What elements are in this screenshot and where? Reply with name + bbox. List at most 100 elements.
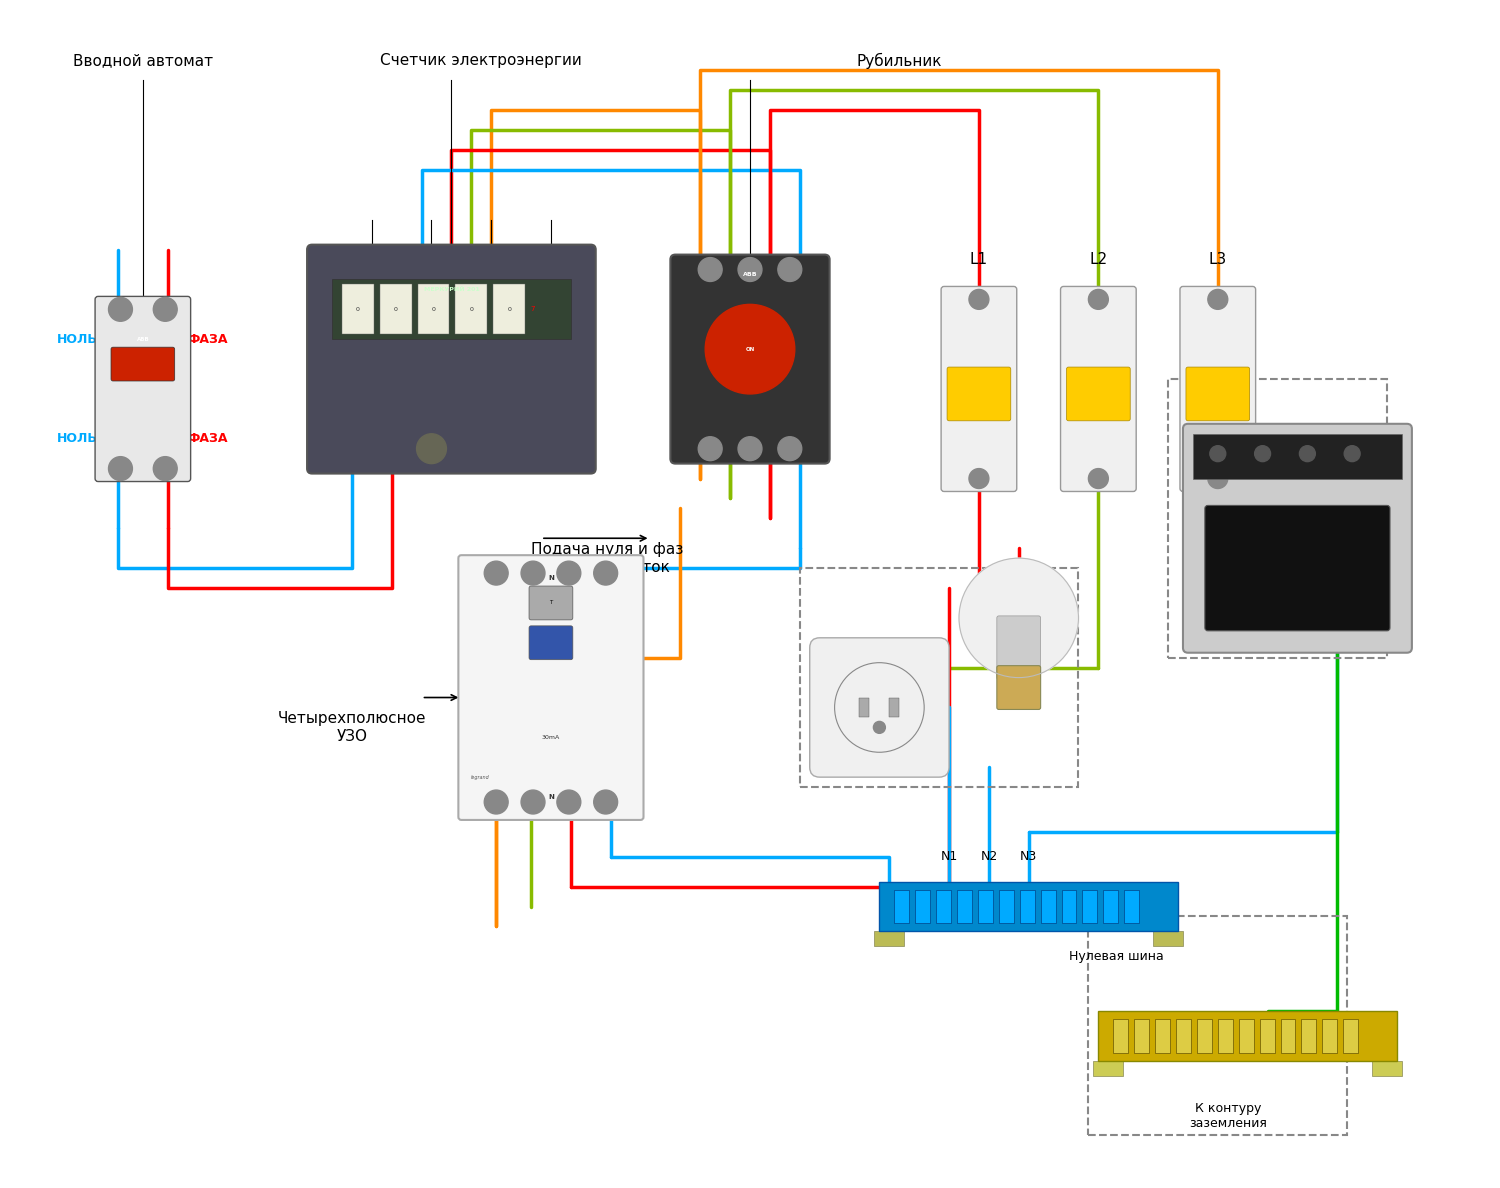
Circle shape: [778, 258, 802, 282]
FancyBboxPatch shape: [1204, 505, 1390, 631]
FancyBboxPatch shape: [530, 586, 573, 620]
FancyBboxPatch shape: [940, 286, 1017, 492]
Text: ABB: ABB: [742, 272, 758, 277]
Bar: [1342, 1019, 1358, 1053]
Circle shape: [417, 434, 447, 463]
Circle shape: [153, 297, 177, 321]
Text: L1: L1: [970, 252, 988, 267]
FancyBboxPatch shape: [308, 245, 596, 474]
Bar: [1104, 890, 1119, 923]
Text: N2: N2: [981, 851, 998, 864]
Bar: [1239, 1019, 1254, 1053]
Circle shape: [108, 297, 132, 321]
Circle shape: [484, 561, 508, 584]
Circle shape: [1208, 468, 1228, 488]
Circle shape: [594, 561, 618, 584]
Text: 0: 0: [356, 307, 360, 311]
FancyBboxPatch shape: [810, 638, 950, 777]
Text: L2: L2: [1089, 252, 1107, 267]
Circle shape: [1299, 446, 1316, 462]
Circle shape: [1089, 468, 1108, 488]
Text: 0: 0: [432, 307, 435, 311]
Circle shape: [556, 561, 580, 584]
Circle shape: [520, 561, 544, 584]
Text: legrand: legrand: [471, 775, 490, 779]
Text: Подача нуля и фаз
в главный щиток: Подача нуля и фаз в главный щиток: [531, 542, 684, 574]
Bar: [456, 284, 488, 334]
Text: МЕРКУРИЙ 201: МЕРКУРИЙ 201: [423, 286, 480, 292]
Bar: [1197, 1019, 1212, 1053]
Circle shape: [1254, 446, 1270, 462]
Circle shape: [520, 790, 544, 814]
Bar: [894, 890, 909, 923]
FancyBboxPatch shape: [1066, 367, 1130, 421]
Bar: [1094, 1061, 1124, 1076]
Circle shape: [873, 721, 885, 733]
FancyBboxPatch shape: [670, 254, 830, 463]
Text: 30mA: 30mA: [542, 735, 560, 740]
Bar: [1154, 931, 1184, 947]
FancyBboxPatch shape: [94, 296, 190, 481]
Bar: [1218, 1019, 1233, 1053]
Bar: [1134, 1019, 1149, 1053]
Bar: [1176, 1019, 1191, 1053]
Text: Рубильник: Рубильник: [856, 52, 942, 69]
Circle shape: [705, 304, 795, 394]
Circle shape: [1210, 446, 1225, 462]
Text: N3: N3: [1020, 851, 1038, 864]
Text: Вводной автомат: Вводной автомат: [74, 53, 213, 68]
Text: N: N: [548, 575, 554, 581]
Bar: [332, 279, 572, 340]
Bar: [1302, 1019, 1317, 1053]
Bar: [859, 697, 870, 718]
Text: 0: 0: [470, 307, 472, 311]
Text: 7: 7: [530, 307, 534, 312]
Text: 0: 0: [507, 307, 512, 311]
Circle shape: [484, 790, 508, 814]
Circle shape: [738, 437, 762, 461]
Circle shape: [108, 456, 132, 480]
Circle shape: [969, 468, 988, 488]
Bar: [1155, 1019, 1170, 1053]
Text: ON: ON: [746, 347, 754, 352]
Text: НОЛЬ: НОЛЬ: [57, 432, 98, 446]
FancyBboxPatch shape: [530, 626, 573, 659]
FancyBboxPatch shape: [1180, 286, 1256, 492]
Bar: [1083, 890, 1098, 923]
Text: К контуру
заземления: К контуру заземления: [1190, 1101, 1266, 1130]
FancyBboxPatch shape: [1060, 286, 1136, 492]
Text: Нулевая шина: Нулевая шина: [1068, 949, 1164, 962]
Bar: [1192, 434, 1402, 479]
FancyBboxPatch shape: [1186, 367, 1250, 421]
Text: ABB: ABB: [136, 336, 148, 342]
Circle shape: [969, 290, 988, 309]
Bar: [1124, 890, 1138, 923]
Text: НОЛЬ: НОЛЬ: [57, 333, 98, 346]
Circle shape: [594, 790, 618, 814]
Bar: [890, 697, 900, 718]
FancyBboxPatch shape: [998, 665, 1041, 709]
Text: 0: 0: [393, 307, 398, 311]
Bar: [494, 284, 525, 334]
Text: ФАЗА: ФАЗА: [188, 333, 228, 346]
Text: L3: L3: [1209, 252, 1227, 267]
Bar: [915, 890, 930, 923]
Circle shape: [698, 258, 721, 282]
Text: Четырехполюсное
УЗО: Четырехполюсное УЗО: [278, 712, 426, 744]
FancyBboxPatch shape: [1184, 424, 1411, 652]
Circle shape: [153, 456, 177, 480]
Bar: [1062, 890, 1077, 923]
FancyBboxPatch shape: [946, 367, 1011, 421]
Bar: [417, 284, 450, 334]
Bar: [1113, 1019, 1128, 1053]
Circle shape: [1208, 290, 1228, 309]
Circle shape: [556, 790, 580, 814]
Bar: [874, 931, 904, 947]
Circle shape: [778, 437, 802, 461]
FancyBboxPatch shape: [459, 555, 644, 820]
Text: ФАЗА: ФАЗА: [188, 432, 228, 446]
Text: N1: N1: [940, 851, 957, 864]
FancyBboxPatch shape: [111, 347, 174, 381]
Text: T: T: [549, 600, 552, 606]
Bar: [1041, 890, 1056, 923]
